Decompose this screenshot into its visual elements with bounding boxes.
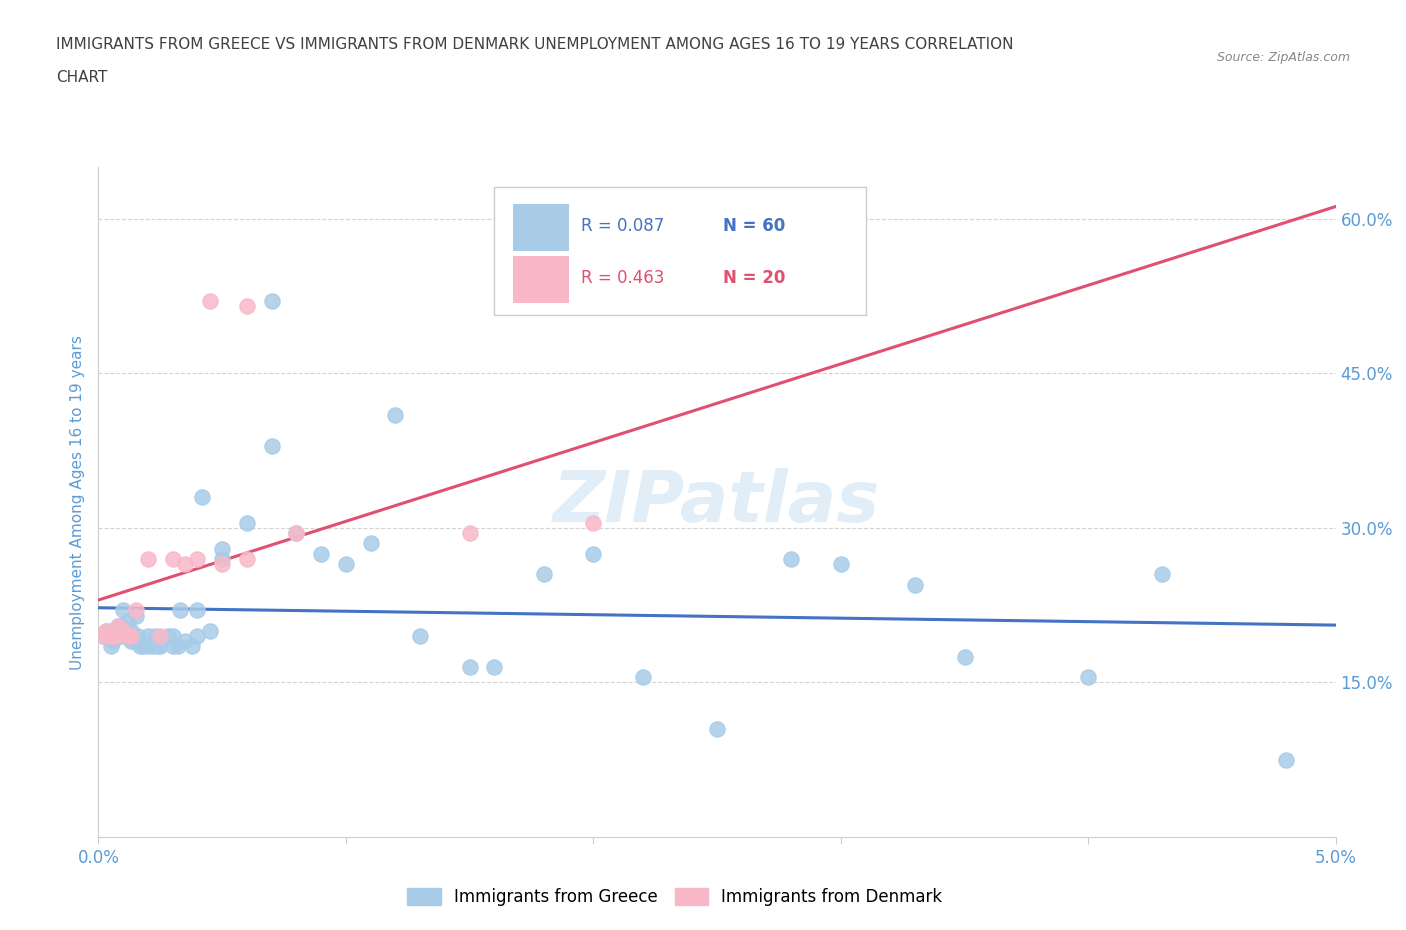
Point (120, 634, 142, 649)
Point (582, 515, 605, 530)
Point (458, 525, 481, 540)
Point (122, 634, 145, 649)
Point (162, 639, 184, 654)
Point (198, 294, 221, 309)
Text: CHART: CHART (56, 70, 108, 85)
Point (236, 515, 259, 530)
Point (186, 551, 208, 566)
Text: N = 20: N = 20 (723, 269, 786, 286)
Point (830, 556, 852, 571)
Text: R = 0.087: R = 0.087 (581, 218, 664, 235)
Point (97, 629, 120, 644)
Point (124, 603, 146, 618)
Point (162, 551, 184, 566)
Point (107, 618, 129, 633)
Point (117, 629, 139, 644)
Text: R = 0.463: R = 0.463 (581, 269, 664, 286)
Point (309, 546, 332, 561)
Point (93, 629, 115, 644)
Point (136, 551, 159, 566)
Point (169, 603, 191, 618)
Point (1152, 567, 1174, 582)
Point (236, 551, 259, 566)
Text: ZIPatlas: ZIPatlas (554, 468, 880, 537)
Point (120, 623, 142, 638)
Point (104, 629, 127, 644)
Point (191, 489, 214, 504)
Point (166, 639, 188, 654)
Point (211, 551, 233, 566)
Point (384, 407, 406, 422)
Point (236, 299, 259, 314)
Point (103, 634, 125, 649)
Point (706, 722, 728, 737)
Point (186, 629, 208, 644)
Bar (513, 205, 568, 251)
Text: IMMIGRANTS FROM GREECE VS IMMIGRANTS FROM DENMARK UNEMPLOYMENT AMONG AGES 16 TO : IMMIGRANTS FROM GREECE VS IMMIGRANTS FRO… (56, 37, 1014, 52)
Point (103, 629, 125, 644)
Point (181, 639, 204, 654)
Y-axis label: Unemployment Among Ages 16 to 19 years: Unemployment Among Ages 16 to 19 years (69, 335, 84, 670)
Point (127, 629, 149, 644)
Bar (513, 256, 568, 302)
Point (582, 546, 605, 561)
Point (174, 634, 197, 649)
Point (174, 556, 197, 571)
Point (458, 659, 481, 674)
Point (198, 623, 221, 638)
FancyBboxPatch shape (495, 188, 866, 314)
Point (142, 639, 165, 654)
Point (136, 629, 159, 644)
Point (107, 618, 129, 633)
Point (335, 556, 357, 571)
Point (484, 659, 506, 674)
Point (146, 639, 169, 654)
Point (360, 536, 382, 551)
Point (100, 629, 122, 644)
Point (112, 629, 135, 644)
Point (149, 639, 172, 654)
Legend: Immigrants from Greece, Immigrants from Denmark: Immigrants from Greece, Immigrants from … (401, 881, 949, 912)
Point (953, 649, 976, 664)
Point (100, 639, 122, 654)
Point (1077, 670, 1099, 684)
Point (285, 525, 308, 540)
Point (93, 629, 115, 644)
Point (780, 551, 803, 566)
Point (156, 629, 179, 644)
Point (149, 629, 172, 644)
Point (186, 603, 208, 618)
Point (162, 629, 184, 644)
Point (132, 639, 155, 654)
Point (112, 603, 135, 618)
Text: Source: ZipAtlas.com: Source: ZipAtlas.com (1216, 51, 1350, 64)
Point (409, 629, 432, 644)
Point (136, 639, 159, 654)
Point (120, 629, 142, 644)
Point (124, 608, 146, 623)
Point (260, 294, 283, 309)
Point (211, 541, 233, 556)
Point (260, 438, 283, 453)
Point (114, 629, 136, 644)
Point (117, 613, 139, 628)
Point (904, 578, 927, 592)
Point (104, 629, 127, 644)
Point (285, 525, 308, 540)
Point (94, 623, 117, 638)
Text: N = 60: N = 60 (723, 218, 786, 235)
Point (129, 639, 152, 654)
Point (143, 629, 166, 644)
Point (533, 567, 555, 582)
Point (100, 623, 122, 638)
Point (631, 670, 654, 684)
Point (112, 623, 135, 638)
Point (1275, 752, 1298, 767)
Point (110, 618, 132, 633)
Point (211, 556, 233, 571)
Point (94, 623, 117, 638)
Point (103, 629, 125, 644)
